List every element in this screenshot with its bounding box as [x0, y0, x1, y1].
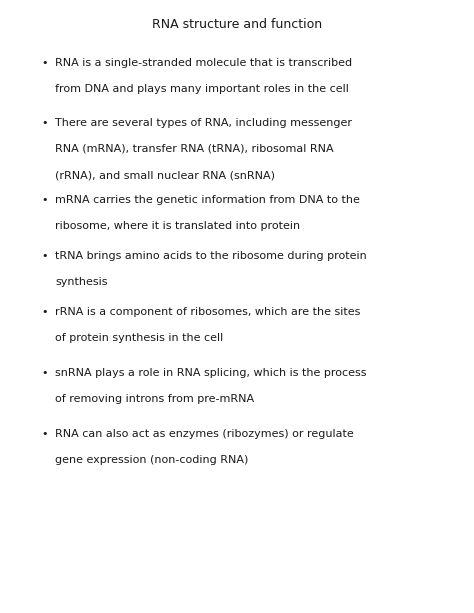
- Text: •: •: [42, 429, 48, 439]
- Text: •: •: [42, 118, 48, 128]
- Text: (rRNA), and small nuclear RNA (snRNA): (rRNA), and small nuclear RNA (snRNA): [55, 170, 275, 180]
- Text: of protein synthesis in the cell: of protein synthesis in the cell: [55, 333, 223, 343]
- Text: rRNA is a component of ribosomes, which are the sites: rRNA is a component of ribosomes, which …: [55, 307, 360, 317]
- Text: •: •: [42, 195, 48, 205]
- Text: gene expression (non-coding RNA): gene expression (non-coding RNA): [55, 455, 248, 465]
- Text: There are several types of RNA, including messenger: There are several types of RNA, includin…: [55, 118, 352, 128]
- Text: RNA (mRNA), transfer RNA (tRNA), ribosomal RNA: RNA (mRNA), transfer RNA (tRNA), ribosom…: [55, 144, 334, 154]
- Text: ribosome, where it is translated into protein: ribosome, where it is translated into pr…: [55, 221, 300, 231]
- Text: mRNA carries the genetic information from DNA to the: mRNA carries the genetic information fro…: [55, 195, 360, 205]
- Text: RNA structure and function: RNA structure and function: [152, 18, 322, 31]
- Text: tRNA brings amino acids to the ribosome during protein: tRNA brings amino acids to the ribosome …: [55, 251, 367, 261]
- Text: •: •: [42, 58, 48, 68]
- Text: •: •: [42, 251, 48, 261]
- Text: •: •: [42, 368, 48, 378]
- Text: RNA can also act as enzymes (ribozymes) or regulate: RNA can also act as enzymes (ribozymes) …: [55, 429, 354, 439]
- Text: •: •: [42, 307, 48, 317]
- Text: from DNA and plays many important roles in the cell: from DNA and plays many important roles …: [55, 84, 349, 94]
- Text: RNA is a single-stranded molecule that is transcribed: RNA is a single-stranded molecule that i…: [55, 58, 352, 68]
- Text: synthesis: synthesis: [55, 277, 108, 287]
- Text: of removing introns from pre-mRNA: of removing introns from pre-mRNA: [55, 394, 254, 404]
- Text: snRNA plays a role in RNA splicing, which is the process: snRNA plays a role in RNA splicing, whic…: [55, 368, 366, 378]
